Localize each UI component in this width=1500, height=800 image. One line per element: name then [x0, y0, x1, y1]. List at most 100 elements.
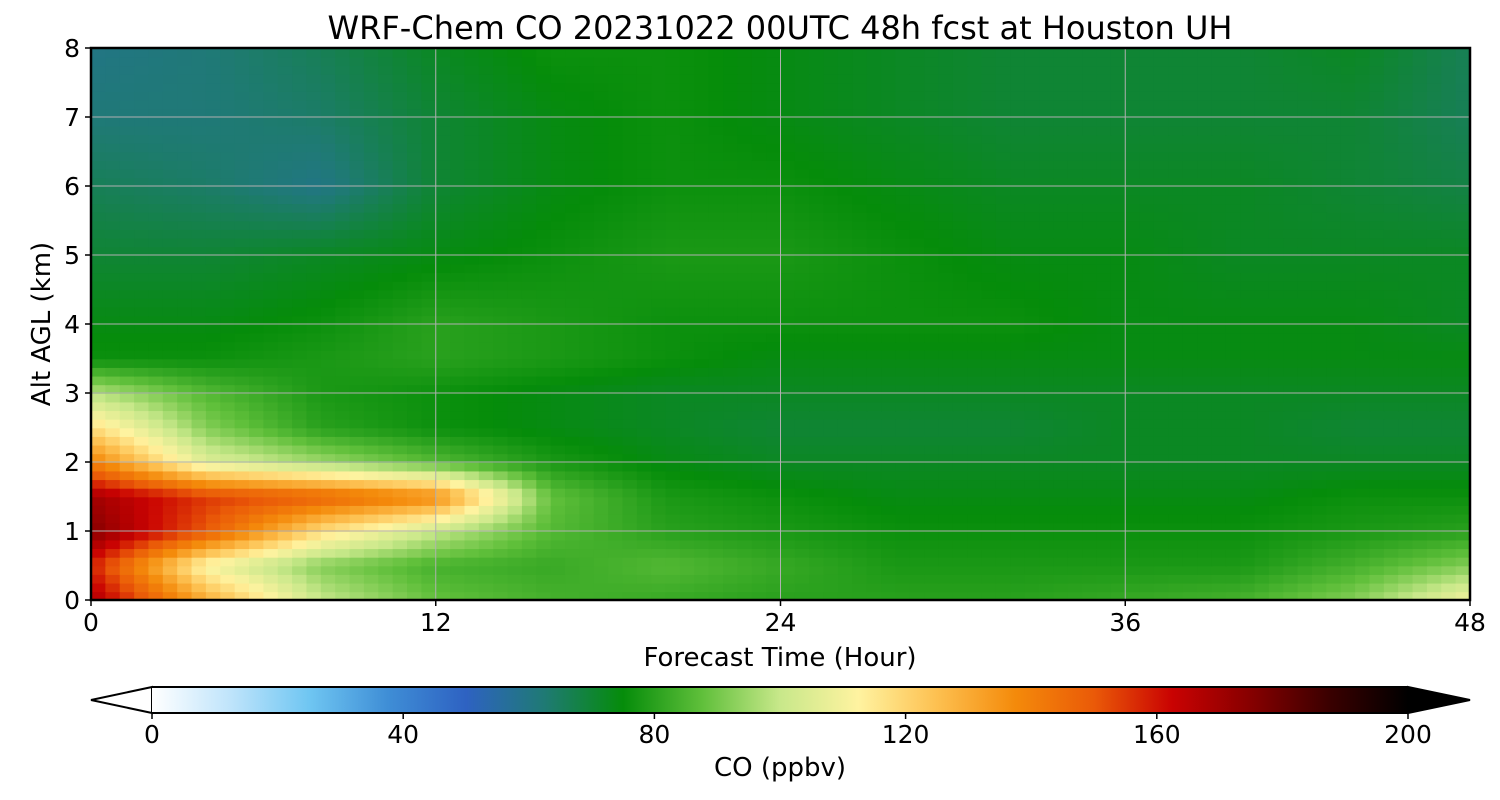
heatmap-cell	[1211, 255, 1227, 265]
heatmap-cell	[981, 367, 997, 377]
heatmap-cell	[177, 462, 193, 472]
heatmap-cell	[665, 487, 681, 498]
heatmap-cell	[234, 324, 250, 334]
heatmap-cell	[550, 505, 566, 515]
heatmap-cell	[1182, 315, 1198, 325]
heatmap-cell	[823, 168, 839, 179]
heatmap-cell	[1139, 522, 1155, 532]
heatmap-cell	[263, 548, 279, 558]
heatmap-cell	[521, 255, 538, 265]
heatmap-cell	[1412, 237, 1428, 248]
heatmap-cell	[895, 574, 911, 584]
heatmap-cell	[1398, 263, 1414, 274]
heatmap-cell	[407, 591, 423, 600]
heatmap-cell	[105, 522, 121, 532]
heatmap-cell	[162, 186, 178, 196]
heatmap-cell	[766, 479, 782, 489]
heatmap-cell	[766, 487, 782, 498]
heatmap-cell	[1369, 358, 1385, 368]
heatmap-cell	[105, 332, 121, 343]
heatmap-cell	[723, 522, 739, 532]
heatmap-cell	[866, 229, 882, 239]
heatmap-cell	[134, 289, 150, 299]
heatmap-cell	[1355, 462, 1371, 472]
heatmap-cell	[493, 367, 509, 377]
heatmap-cell	[1082, 220, 1098, 230]
heatmap-cell	[1139, 324, 1155, 334]
heatmap-cell	[1053, 393, 1069, 403]
heatmap-cell	[924, 470, 940, 481]
heatmap-cell	[320, 358, 336, 368]
heatmap-cell	[378, 531, 394, 541]
heatmap-cell	[493, 237, 509, 248]
heatmap-cell	[1441, 237, 1457, 248]
heatmap-cell	[91, 548, 107, 558]
heatmap-cell	[1024, 177, 1040, 187]
heatmap-cell	[895, 436, 911, 446]
heatmap-cell	[866, 298, 882, 308]
heatmap-cell	[1355, 229, 1371, 239]
heatmap-cell	[91, 453, 107, 463]
heatmap-cell	[320, 298, 336, 308]
heatmap-cell	[665, 505, 681, 515]
heatmap-cell	[407, 358, 423, 368]
heatmap-cell	[493, 487, 509, 498]
heatmap-cell	[837, 367, 854, 377]
heatmap-cell	[593, 513, 609, 524]
heatmap-cell	[823, 410, 839, 420]
heatmap-cell	[335, 479, 351, 489]
heatmap-cell	[723, 203, 739, 213]
heatmap-cell	[938, 255, 954, 265]
heatmap-cell	[895, 496, 911, 506]
heatmap-cell	[134, 142, 150, 153]
heatmap-cell	[995, 298, 1012, 308]
heatmap-cell	[1383, 177, 1399, 187]
heatmap-cell	[1369, 384, 1385, 394]
heatmap-cell	[1067, 384, 1083, 394]
heatmap-cell	[464, 324, 480, 334]
heatmap-cell	[1153, 229, 1170, 239]
heatmap-cell	[320, 203, 336, 213]
heatmap-cell	[952, 341, 969, 351]
heatmap-cell	[1268, 315, 1285, 325]
heatmap-cell	[622, 194, 638, 205]
heatmap-cell	[837, 393, 854, 403]
heatmap-cell	[1383, 470, 1399, 481]
heatmap-cell	[550, 410, 566, 420]
heatmap-cell	[450, 298, 466, 308]
heatmap-cell	[694, 160, 710, 170]
heatmap-cell	[205, 160, 222, 170]
heatmap-cell	[995, 496, 1012, 506]
heatmap-cell	[507, 496, 523, 506]
heatmap-cell	[622, 203, 638, 213]
heatmap-cell	[1441, 418, 1457, 429]
heatmap-cell	[1311, 246, 1328, 256]
heatmap-cell	[679, 246, 696, 256]
heatmap-cell	[1340, 444, 1356, 455]
heatmap-cell	[1096, 539, 1112, 550]
heatmap-cell	[277, 531, 293, 541]
heatmap-cell	[809, 151, 825, 161]
heatmap-cell	[220, 496, 236, 506]
heatmap-cell	[550, 306, 566, 317]
heatmap-cell	[708, 289, 724, 299]
heatmap-cell	[1153, 237, 1170, 248]
heatmap-cell	[794, 427, 811, 437]
heatmap-cell	[249, 462, 265, 472]
heatmap-cell	[1326, 384, 1342, 394]
heatmap-cell	[924, 272, 940, 282]
heatmap-cell	[1254, 229, 1270, 239]
heatmap-cell	[1383, 332, 1399, 343]
heatmap-cell	[119, 531, 135, 541]
heatmap-cell	[249, 177, 265, 187]
heatmap-cell	[809, 280, 825, 291]
heatmap-cell	[636, 418, 653, 429]
heatmap-cell	[1455, 436, 1470, 446]
heatmap-cell	[1297, 539, 1313, 550]
heatmap-cell	[292, 496, 308, 506]
heatmap-cell	[1139, 349, 1155, 360]
heatmap-cell	[924, 160, 940, 170]
heatmap-cell	[766, 384, 782, 394]
heatmap-cell	[881, 341, 897, 351]
heatmap-cell	[723, 539, 739, 550]
